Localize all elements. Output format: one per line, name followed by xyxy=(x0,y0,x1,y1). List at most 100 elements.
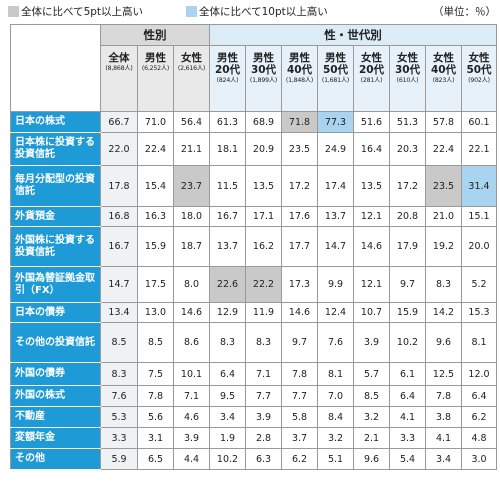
data-cell: 8.0 xyxy=(173,266,210,303)
column-header-label: 30代 xyxy=(250,64,277,76)
column-header-label: 男性 xyxy=(145,52,166,64)
column-header-label: 男性 xyxy=(253,52,274,64)
data-cell: 12.1 xyxy=(353,266,390,303)
row-label: 不動産 xyxy=(10,406,101,428)
column-header-row: 全体 (8,868人) 男性 (6,252人) 女性 (2,616人) 男性 20代 (824人… xyxy=(11,45,497,112)
data-cell: 3.9 xyxy=(353,322,390,363)
data-cell: 3.9 xyxy=(245,406,282,428)
table-row: 外国の株式 7.6 7.8 7.1 9.5 7.7 7.7 7.0 8.5 6.4 7.8 6.4 xyxy=(10,385,497,407)
column-header: 男性 (6,252人) xyxy=(137,45,174,112)
data-cell: 16.7 xyxy=(100,226,138,267)
column-header: 男性 30代 (1,899人) xyxy=(245,45,282,112)
row-label: 外国為替証拠金取引（FX） xyxy=(10,266,101,303)
row-label: その他 xyxy=(10,448,101,470)
column-header: 男性 40代 (1,848人) xyxy=(281,45,318,112)
legend: 全体に比べて5pt以上高い 全体に比べて10pt以上高い （単位：％） xyxy=(8,4,496,20)
column-header-label: 20代 xyxy=(214,64,241,76)
data-cell: 56.4 xyxy=(173,111,210,133)
data-cell: 6.4 xyxy=(389,385,426,407)
data-cell: 23.5 xyxy=(281,132,318,166)
data-cell: 8.3 xyxy=(425,266,462,303)
legend-swatch-blue xyxy=(186,6,197,17)
data-cell: 5.9 xyxy=(100,448,138,470)
data-cell: 13.5 xyxy=(353,165,390,207)
table-body: 日本の株式 66.7 71.0 56.4 61.3 68.9 71.8 77.3 51.6 51.… xyxy=(10,111,497,470)
data-cell: 20.0 xyxy=(461,226,497,267)
row-label: 外国の株式 xyxy=(10,385,101,407)
column-header-count: (902人) xyxy=(468,77,490,84)
data-cell: 3.2 xyxy=(317,427,354,449)
data-cell: 57.8 xyxy=(425,111,462,133)
data-cell: 20.8 xyxy=(389,206,426,227)
data-cell: 12.4 xyxy=(317,302,354,323)
data-cell: 7.5 xyxy=(137,362,174,386)
data-cell: 6.2 xyxy=(461,406,497,428)
data-cell: 3.4 xyxy=(209,406,246,428)
data-cell: 4.6 xyxy=(173,406,210,428)
data-cell: 6.4 xyxy=(461,385,497,407)
data-cell: 7.8 xyxy=(137,385,174,407)
data-cell: 14.6 xyxy=(353,226,390,267)
data-cell: 66.7 xyxy=(100,111,138,133)
data-cell: 68.9 xyxy=(245,111,282,133)
column-header-count: (8,868人) xyxy=(105,65,133,72)
data-cell: 21.1 xyxy=(173,132,210,166)
legend-item-5pt: 全体に比べて5pt以上高い xyxy=(8,4,143,19)
data-cell: 5.4 xyxy=(389,448,426,470)
data-table: 性別 性・世代別 全体 (8,868人) 男性 (6,252人) 女性 (2,616人) 男… xyxy=(10,24,497,470)
data-cell: 6.5 xyxy=(137,448,174,470)
data-cell: 6.1 xyxy=(389,362,426,386)
row-label: 日本株に投資する投資信託 xyxy=(10,132,101,166)
data-cell: 16.7 xyxy=(209,206,246,227)
data-cell: 6.3 xyxy=(245,448,282,470)
column-header-count: (1,899人) xyxy=(249,77,278,84)
data-cell: 8.5 xyxy=(137,322,174,363)
data-cell: 17.6 xyxy=(281,206,318,227)
data-cell: 18.7 xyxy=(173,226,210,267)
data-cell: 22.4 xyxy=(137,132,174,166)
header-group-gender: 性別 xyxy=(100,24,210,46)
data-cell: 16.8 xyxy=(100,206,138,227)
column-header-label: 40代 xyxy=(430,64,457,76)
column-header: 全体 (8,868人) xyxy=(100,45,138,112)
data-cell: 4.1 xyxy=(389,406,426,428)
data-cell: 3.3 xyxy=(100,427,138,449)
column-header-label: 30代 xyxy=(394,64,421,76)
data-cell: 11.9 xyxy=(245,302,282,323)
data-cell: 31.4 xyxy=(461,165,497,207)
data-cell: 14.6 xyxy=(173,302,210,323)
column-header: 女性 40代 (823人) xyxy=(425,45,462,112)
table-row: 不動産 5.3 5.6 4.6 3.4 3.9 5.8 8.4 3.2 4.1 3.8 6.2 xyxy=(10,406,497,428)
data-cell: 12.5 xyxy=(425,362,462,386)
data-cell: 17.5 xyxy=(137,266,174,303)
row-label: 外国の債券 xyxy=(10,362,101,386)
column-header-label: 50代 xyxy=(322,64,349,76)
data-cell: 7.7 xyxy=(245,385,282,407)
data-cell: 16.2 xyxy=(245,226,282,267)
column-header-label: 40代 xyxy=(286,64,313,76)
data-cell: 8.3 xyxy=(209,322,246,363)
data-cell: 12.9 xyxy=(209,302,246,323)
data-cell: 8.1 xyxy=(461,322,497,363)
column-header-label: 女性 xyxy=(361,52,382,64)
data-cell: 17.9 xyxy=(389,226,426,267)
data-cell: 22.1 xyxy=(461,132,497,166)
data-cell: 20.9 xyxy=(245,132,282,166)
data-cell: 51.3 xyxy=(389,111,426,133)
column-header-count: (610人) xyxy=(396,77,419,84)
table-row: 毎月分配型の投資信託 17.8 15.4 23.7 11.5 13.5 17.2 17.4 13… xyxy=(10,165,497,207)
data-cell: 23.5 xyxy=(425,165,462,207)
data-cell: 9.5 xyxy=(209,385,246,407)
data-cell: 20.3 xyxy=(389,132,426,166)
column-header: 女性 20代 (281人) xyxy=(353,45,390,112)
column-header-count: (823人) xyxy=(432,77,455,84)
table-row: 日本の株式 66.7 71.0 56.4 61.3 68.9 71.8 77.3 51.6 51.… xyxy=(10,111,497,133)
legend-item-10pt: 全体に比べて10pt以上高い xyxy=(186,4,328,19)
column-header-count: (281人) xyxy=(360,77,383,84)
data-cell: 15.1 xyxy=(461,206,497,227)
data-cell: 13.7 xyxy=(317,206,354,227)
data-cell: 17.3 xyxy=(281,266,318,303)
data-cell: 71.0 xyxy=(137,111,174,133)
data-cell: 17.8 xyxy=(100,165,138,207)
data-cell: 22.4 xyxy=(425,132,462,166)
